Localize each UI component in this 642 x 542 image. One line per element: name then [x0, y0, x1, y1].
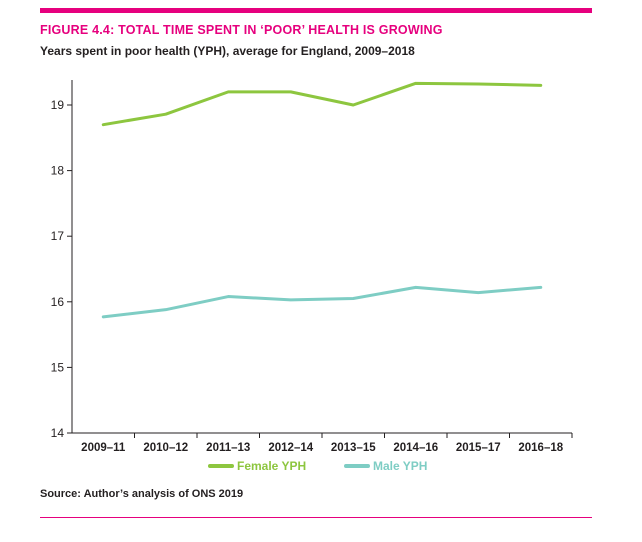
legend-female-label: Female YPH [237, 459, 306, 473]
x-tick-label: 2010–12 [143, 442, 188, 454]
y-tick-label: 19 [51, 98, 65, 112]
x-tick-label: 2011–13 [206, 442, 250, 454]
y-tick-label: 15 [51, 360, 65, 374]
x-tick-label: 2014–16 [393, 442, 438, 454]
bottom-accent-rule [40, 517, 592, 518]
series-line-male [101, 285, 543, 319]
y-tick-label: 18 [51, 164, 65, 178]
y-tick-label: 16 [51, 295, 65, 309]
figure-title: FIGURE 4.4: TOTAL TIME SPENT IN ‘POOR’ H… [40, 23, 443, 37]
y-tick-label: 17 [51, 229, 65, 243]
legend-male-label: Male YPH [373, 459, 427, 473]
x-tick-label: 2015–17 [456, 442, 501, 454]
x-tick-label: 2012–14 [268, 442, 313, 454]
y-tick-label: 14 [51, 426, 65, 440]
series-line-female [101, 81, 543, 127]
source-note: Source: Author’s analysis of ONS 2019 [40, 488, 244, 500]
x-tick-label: 2013–15 [331, 442, 376, 454]
figure-subtitle: Years spent in poor health (YPH), averag… [40, 44, 415, 58]
top-accent-rule [40, 8, 592, 13]
x-tick-label: 2016–18 [518, 442, 563, 454]
x-tick-label: 2009–11 [81, 442, 126, 454]
